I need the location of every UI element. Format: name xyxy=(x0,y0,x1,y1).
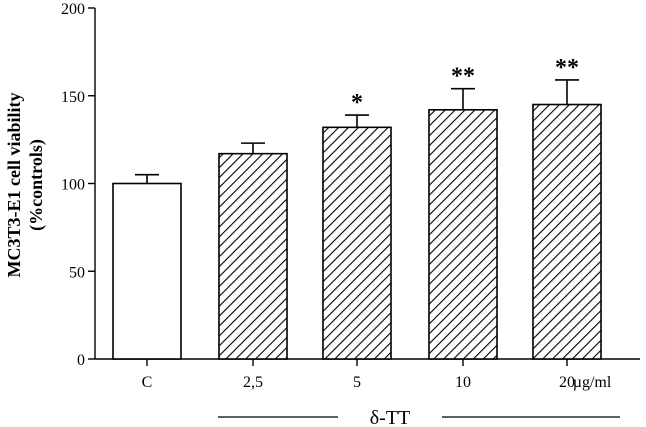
significance-marks: *** ** xyxy=(351,55,579,116)
x-tick-label: 5 xyxy=(353,374,361,391)
error-bars xyxy=(135,79,579,184)
significance-mark-3: ** xyxy=(451,64,475,90)
bar-3 xyxy=(428,108,498,360)
bar-1 xyxy=(218,152,288,360)
y-tick-label: 0 xyxy=(77,352,85,369)
x-tick-label: 10 xyxy=(455,374,471,391)
y-tick-label: 50 xyxy=(69,264,85,281)
x-tick-label: C xyxy=(142,374,153,391)
y-tick-label: 200 xyxy=(61,1,85,18)
bar-4 xyxy=(532,103,602,360)
y-axis: 0 50 100 150 200 xyxy=(61,1,96,369)
bar-2 xyxy=(322,126,392,360)
significance-mark-2: * xyxy=(351,90,363,116)
group-label: δ-TT xyxy=(370,407,411,427)
y-tick-label: 100 xyxy=(61,177,85,194)
bars xyxy=(112,103,602,360)
y-tick-label: 150 xyxy=(61,89,85,106)
x-axis: C 2,5 5 10 20 xyxy=(95,358,640,391)
y-axis-title-line1: MC3T3-E1 cell viability xyxy=(4,93,24,278)
unit-label: µg/ml xyxy=(573,374,612,391)
x-tick-label: 2,5 xyxy=(243,374,263,391)
y-axis-title: MC3T3-E1 cell viability (%controls) xyxy=(4,93,47,278)
bar-0 xyxy=(112,182,182,360)
x-tick-label: 20 xyxy=(559,374,575,391)
significance-mark-4: ** xyxy=(555,55,579,81)
y-axis-title-line2: (%controls) xyxy=(26,139,47,231)
